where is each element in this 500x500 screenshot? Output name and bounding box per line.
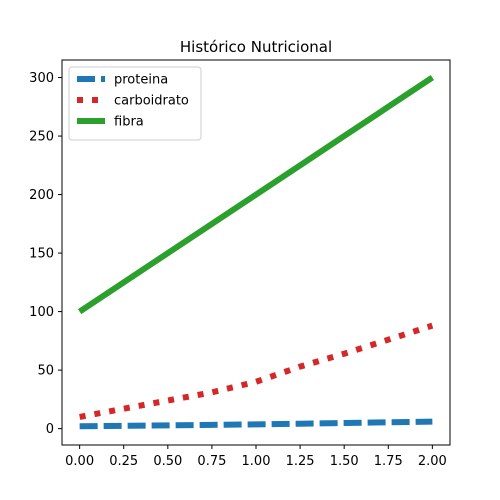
legend: proteina carboidrato fibra [68,66,202,141]
x-tick-label: 1.25 [286,454,315,469]
x-tick-label: 0.75 [197,454,226,469]
x-tick-label: 0.25 [109,454,138,469]
y-tick-label: 50 [37,364,54,379]
legend-label-proteina: proteina [114,73,168,88]
x-tick-label: 1.50 [330,454,359,469]
y-tick-label: 200 [29,188,54,203]
y-tick-label: 100 [29,305,54,320]
series-line-carboidrato [79,322,434,420]
y-tick-label: 250 [29,130,54,145]
x-tick-label: 0.00 [65,454,94,469]
x-tick-label: 2.00 [418,454,447,469]
x-tick-label: 1.00 [242,454,271,469]
legend-label-fibra: fibra [114,115,144,130]
chart-title: Histórico Nutricional [180,38,332,56]
legend-label-carboidrato: carboidrato [114,94,189,109]
y-tick-label: 150 [29,247,54,262]
series-line-fibra [77,75,435,315]
x-tick-label: 1.75 [374,454,403,469]
plot-area: 0.00 0.25 0.50 0.75 1.00 1.25 1.50 1.75 2.00 0 50 1… [29,59,451,469]
x-tick-label: 0.50 [153,454,182,469]
y-tick-label: 300 [29,71,54,86]
y-tick-label: 0 [46,422,54,437]
series-line-proteina [79,418,433,430]
